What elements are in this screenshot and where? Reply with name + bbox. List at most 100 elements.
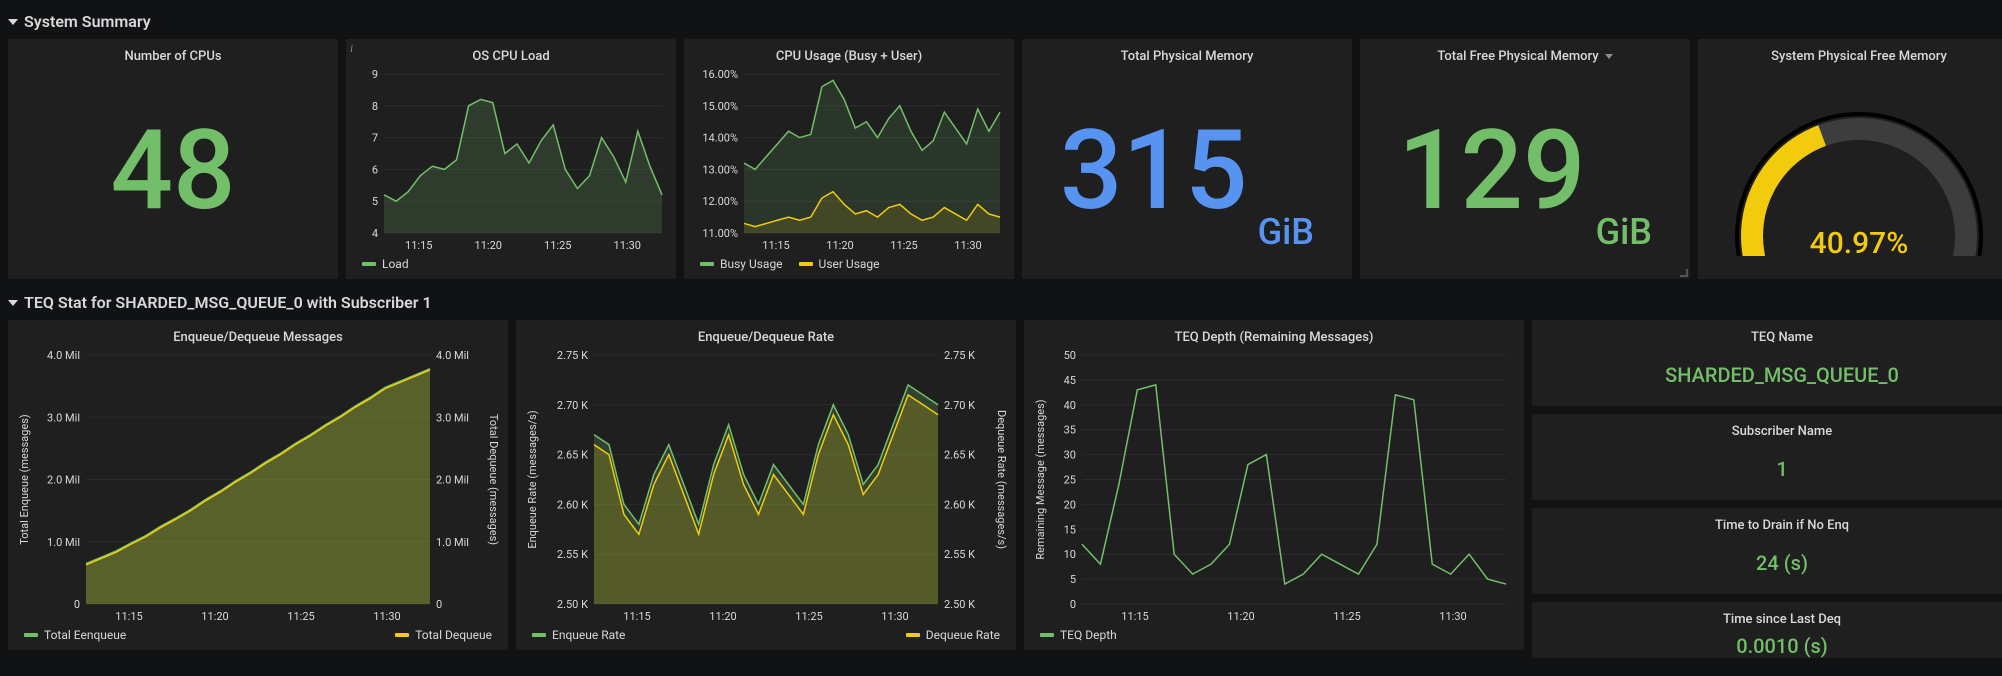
legend-label: Total Dequeue <box>415 628 492 642</box>
svg-text:0: 0 <box>436 598 442 611</box>
svg-text:2.55 K: 2.55 K <box>944 548 975 561</box>
panel-title: Number of CPUs <box>16 45 330 70</box>
section-title: System Summary <box>24 12 151 31</box>
svg-text:11:30: 11:30 <box>614 239 641 252</box>
chart-os-cpu-load[interactable]: 45678911:1511:2011:2511:30 <box>354 70 668 253</box>
legend-swatch <box>532 633 546 637</box>
svg-text:0: 0 <box>74 598 80 611</box>
legend-item[interactable]: Total Eenqueue <box>24 628 126 642</box>
svg-text:11:25: 11:25 <box>795 610 822 623</box>
panel-time-to-drain[interactable]: Time to Drain if No Enq 24 (s) <box>1532 508 2002 594</box>
panel-gauge-free-mem[interactable]: System Physical Free Memory 40.97% <box>1698 39 2002 279</box>
legend: TEQ Depth <box>1032 624 1516 642</box>
row-header-teq-stat[interactable]: TEQ Stat for SHARDED_MSG_QUEUE_0 with Su… <box>8 289 1994 320</box>
svg-text:11:15: 11:15 <box>623 610 650 623</box>
legend-item[interactable]: Busy Usage <box>700 257 783 271</box>
legend-label: TEQ Depth <box>1060 628 1117 642</box>
svg-text:9: 9 <box>372 70 378 81</box>
info-icon[interactable]: i <box>350 43 353 55</box>
panel-enq-deq-msgs[interactable]: Enqueue/Dequeue Messages 001.0 Mil1.0 Mi… <box>8 320 508 650</box>
stat-value-wrap: 315 GiB <box>1030 70 1344 271</box>
legend: Busy Usage User Usage <box>692 253 1006 271</box>
svg-text:2.65 K: 2.65 K <box>557 449 588 462</box>
svg-text:11:25: 11:25 <box>544 239 571 252</box>
svg-text:2.60 K: 2.60 K <box>944 498 975 511</box>
svg-text:11:15: 11:15 <box>405 239 432 252</box>
stat-unit: GiB <box>1596 211 1652 271</box>
panel-cpu-usage[interactable]: CPU Usage (Busy + User) 11.00% 12.00% 13.0… <box>684 39 1014 279</box>
panel-teq-name[interactable]: TEQ Name SHARDED_MSG_QUEUE_0 <box>1532 320 2002 406</box>
legend-label: User Usage <box>819 257 880 271</box>
svg-text:30: 30 <box>1064 449 1076 462</box>
svg-text:1.0 Mil: 1.0 Mil <box>436 536 469 549</box>
legend-item[interactable]: User Usage <box>799 257 880 271</box>
panel-teq-depth[interactable]: TEQ Depth (Remaining Messages) 051015202… <box>1024 320 1524 650</box>
svg-text:4.0 Mil: 4.0 Mil <box>436 351 469 362</box>
svg-text:15.00%: 15.00% <box>702 100 738 113</box>
chart-enq-deq-msgs[interactable]: 001.0 Mil1.0 Mil2.0 Mil2.0 Mil3.0 Mil3.0… <box>16 351 500 624</box>
svg-text:Total Dequeue (messages): Total Dequeue (messages) <box>487 414 500 545</box>
panel-cpu-count[interactable]: Number of CPUs 48 <box>8 39 338 279</box>
panel-title: Enqueue/Dequeue Rate <box>524 326 1008 351</box>
legend-item[interactable]: Load <box>362 257 409 271</box>
chart-cpu-usage[interactable]: 11.00%12.00%13.00%14.00%15.00%16.00%11:1… <box>692 70 1006 253</box>
svg-text:35: 35 <box>1064 424 1076 437</box>
legend-label: Total Eenqueue <box>44 628 126 642</box>
panel-title: CPU Usage (Busy + User) <box>692 45 1006 70</box>
legend: Enqueue Rate Dequeue Rate <box>524 624 1008 642</box>
svg-text:11:30: 11:30 <box>373 610 400 623</box>
row-header-system-summary[interactable]: System Summary <box>8 8 1994 39</box>
chart-teq-depth[interactable]: 0510152025303540455011:1511:2011:2511:30… <box>1032 351 1516 624</box>
panel-title: OS CPU Load <box>354 45 668 70</box>
stat-value: 24 (s) <box>1540 539 2002 586</box>
legend-swatch <box>700 262 714 266</box>
svg-text:4: 4 <box>372 227 378 240</box>
legend-swatch <box>906 633 920 637</box>
svg-text:3.0 Mil: 3.0 Mil <box>436 411 469 424</box>
stat-stack: TEQ Name SHARDED_MSG_QUEUE_0 Subscriber … <box>1532 320 2002 658</box>
svg-text:16.00%: 16.00% <box>702 70 738 81</box>
svg-text:2.50 K: 2.50 K <box>557 598 588 611</box>
legend-swatch <box>362 262 376 266</box>
chart-enq-deq-rate[interactable]: 2.50 K2.50 K2.55 K2.55 K2.60 K2.60 K2.65… <box>524 351 1008 624</box>
svg-text:11:20: 11:20 <box>201 610 228 623</box>
dropdown-icon[interactable] <box>1605 54 1613 59</box>
legend-swatch <box>799 262 813 266</box>
legend: Load <box>354 253 668 271</box>
resize-handle-icon[interactable] <box>1680 269 1688 277</box>
gauge-value: 40.97% <box>1810 226 1909 261</box>
svg-text:5: 5 <box>372 195 378 208</box>
svg-text:13.00%: 13.00% <box>702 163 738 176</box>
stat-value: 315 <box>1060 116 1248 226</box>
svg-text:20: 20 <box>1064 498 1076 511</box>
legend-item[interactable]: Total Dequeue <box>395 628 492 642</box>
panel-row-2: Enqueue/Dequeue Messages 001.0 Mil1.0 Mi… <box>8 320 1994 658</box>
legend-label: Enqueue Rate <box>552 628 625 642</box>
panel-title-text: Total Free Physical Memory <box>1437 49 1598 64</box>
section-title: TEQ Stat for SHARDED_MSG_QUEUE_0 with Su… <box>24 293 432 312</box>
svg-text:11:15: 11:15 <box>115 610 142 623</box>
svg-text:11.00%: 11.00% <box>702 227 738 240</box>
svg-text:11:30: 11:30 <box>954 239 981 252</box>
panel-subscriber-name[interactable]: Subscriber Name 1 <box>1532 414 2002 500</box>
chevron-down-icon <box>8 300 18 306</box>
panel-free-mem[interactable]: Total Free Physical Memory 129 GiB <box>1360 39 1690 279</box>
svg-text:2.75 K: 2.75 K <box>557 351 588 362</box>
svg-text:12.00%: 12.00% <box>702 195 738 208</box>
legend-item[interactable]: TEQ Depth <box>1040 628 1117 642</box>
legend-swatch <box>395 633 409 637</box>
svg-text:50: 50 <box>1064 351 1076 362</box>
panel-enq-deq-rate[interactable]: Enqueue/Dequeue Rate 2.50 K2.50 K2.55 K2… <box>516 320 1016 650</box>
panel-total-mem[interactable]: Total Physical Memory 315 GiB <box>1022 39 1352 279</box>
stat-value: 1 <box>1540 445 2002 492</box>
panel-time-since-deq[interactable]: Time since Last Deq 0.0010 (s) <box>1532 602 2002 658</box>
legend-item[interactable]: Enqueue Rate <box>532 628 625 642</box>
chevron-down-icon <box>8 19 18 25</box>
legend-label: Busy Usage <box>720 257 783 271</box>
stat-value: 129 <box>1398 116 1586 226</box>
svg-text:6: 6 <box>372 163 378 176</box>
panel-title: Total Free Physical Memory <box>1368 45 1682 70</box>
legend-item[interactable]: Dequeue Rate <box>906 628 1000 642</box>
svg-text:11:25: 11:25 <box>1333 610 1360 623</box>
panel-os-cpu-load[interactable]: i OS CPU Load 45678911:1511:2011:2511:30… <box>346 39 676 279</box>
